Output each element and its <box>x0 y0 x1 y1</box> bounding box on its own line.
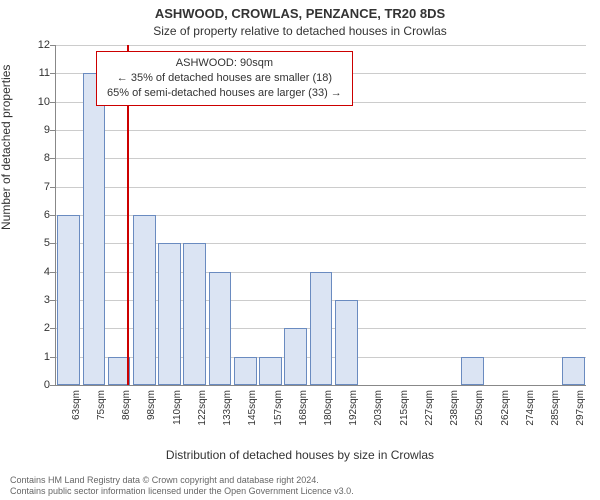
gridline <box>56 158 586 159</box>
y-tick-label: 10 <box>30 96 50 108</box>
footer-line-1: Contains HM Land Registry data © Crown c… <box>10 475 590 487</box>
y-tick-label: 5 <box>30 237 50 249</box>
gridline <box>56 45 586 46</box>
y-tick-mark <box>50 102 55 103</box>
y-tick-mark <box>50 385 55 386</box>
x-tick-label: 98sqm <box>146 390 157 420</box>
x-tick-label: 75sqm <box>96 390 107 420</box>
bar <box>234 357 257 385</box>
y-tick-label: 7 <box>30 181 50 193</box>
x-tick-label: 250sqm <box>474 390 485 426</box>
y-axis-label: Number of detached properties <box>0 65 13 230</box>
x-tick-label: 215sqm <box>399 390 410 426</box>
x-tick-label: 262sqm <box>500 390 511 426</box>
marker-info-box: ASHWOOD: 90sqm← 35% of detached houses a… <box>96 51 353 106</box>
x-tick-label: 133sqm <box>222 390 233 426</box>
x-axis-label: Distribution of detached houses by size … <box>0 448 600 462</box>
x-tick-label: 227sqm <box>424 390 435 426</box>
y-tick-label: 11 <box>30 67 50 79</box>
y-tick-label: 9 <box>30 124 50 136</box>
gridline <box>56 130 586 131</box>
y-tick-mark <box>50 130 55 131</box>
x-tick-label: 203sqm <box>373 390 384 426</box>
bar <box>57 215 80 385</box>
chart-subtitle: Size of property relative to detached ho… <box>0 24 600 38</box>
chart-title: ASHWOOD, CROWLAS, PENZANCE, TR20 8DS <box>0 6 600 21</box>
x-tick-label: 274sqm <box>525 390 536 426</box>
x-tick-label: 63sqm <box>71 390 82 420</box>
x-tick-label: 168sqm <box>298 390 309 426</box>
bar <box>133 215 156 385</box>
bar <box>284 328 307 385</box>
info-line-3: 65% of semi-detached houses are larger (… <box>107 86 342 101</box>
x-tick-label: 297sqm <box>575 390 586 426</box>
bar <box>209 272 232 385</box>
y-tick-label: 8 <box>30 152 50 164</box>
x-tick-label: 285sqm <box>550 390 561 426</box>
x-tick-label: 238sqm <box>449 390 460 426</box>
y-tick-label: 0 <box>30 379 50 391</box>
y-tick-mark <box>50 187 55 188</box>
bar <box>183 243 206 385</box>
info-line-1: ASHWOOD: 90sqm <box>107 56 342 71</box>
bar <box>461 357 484 385</box>
y-tick-mark <box>50 215 55 216</box>
info-line-2: ← 35% of detached houses are smaller (18… <box>107 71 342 86</box>
y-tick-mark <box>50 243 55 244</box>
gridline <box>56 187 586 188</box>
y-tick-mark <box>50 45 55 46</box>
bar <box>158 243 181 385</box>
bar <box>562 357 585 385</box>
x-tick-label: 122sqm <box>197 390 208 426</box>
x-tick-label: 192sqm <box>348 390 359 426</box>
bar <box>259 357 282 385</box>
y-tick-mark <box>50 272 55 273</box>
y-tick-mark <box>50 357 55 358</box>
x-tick-label: 145sqm <box>247 390 258 426</box>
footer-attribution: Contains HM Land Registry data © Crown c… <box>10 475 590 498</box>
y-tick-mark <box>50 328 55 329</box>
x-tick-label: 157sqm <box>273 390 284 426</box>
y-tick-label: 12 <box>30 39 50 51</box>
y-tick-label: 2 <box>30 322 50 334</box>
bar <box>310 272 333 385</box>
x-tick-label: 86sqm <box>121 390 132 420</box>
y-tick-label: 1 <box>30 351 50 363</box>
footer-line-2: Contains public sector information licen… <box>10 486 590 498</box>
y-tick-mark <box>50 158 55 159</box>
y-tick-mark <box>50 300 55 301</box>
x-tick-label: 110sqm <box>172 390 183 425</box>
y-tick-mark <box>50 73 55 74</box>
y-tick-label: 3 <box>30 294 50 306</box>
y-tick-label: 6 <box>30 209 50 221</box>
bar <box>83 73 106 385</box>
bar <box>335 300 358 385</box>
y-tick-label: 4 <box>30 266 50 278</box>
x-tick-label: 180sqm <box>323 390 334 426</box>
plot-area: ASHWOOD: 90sqm← 35% of detached houses a… <box>55 45 586 386</box>
